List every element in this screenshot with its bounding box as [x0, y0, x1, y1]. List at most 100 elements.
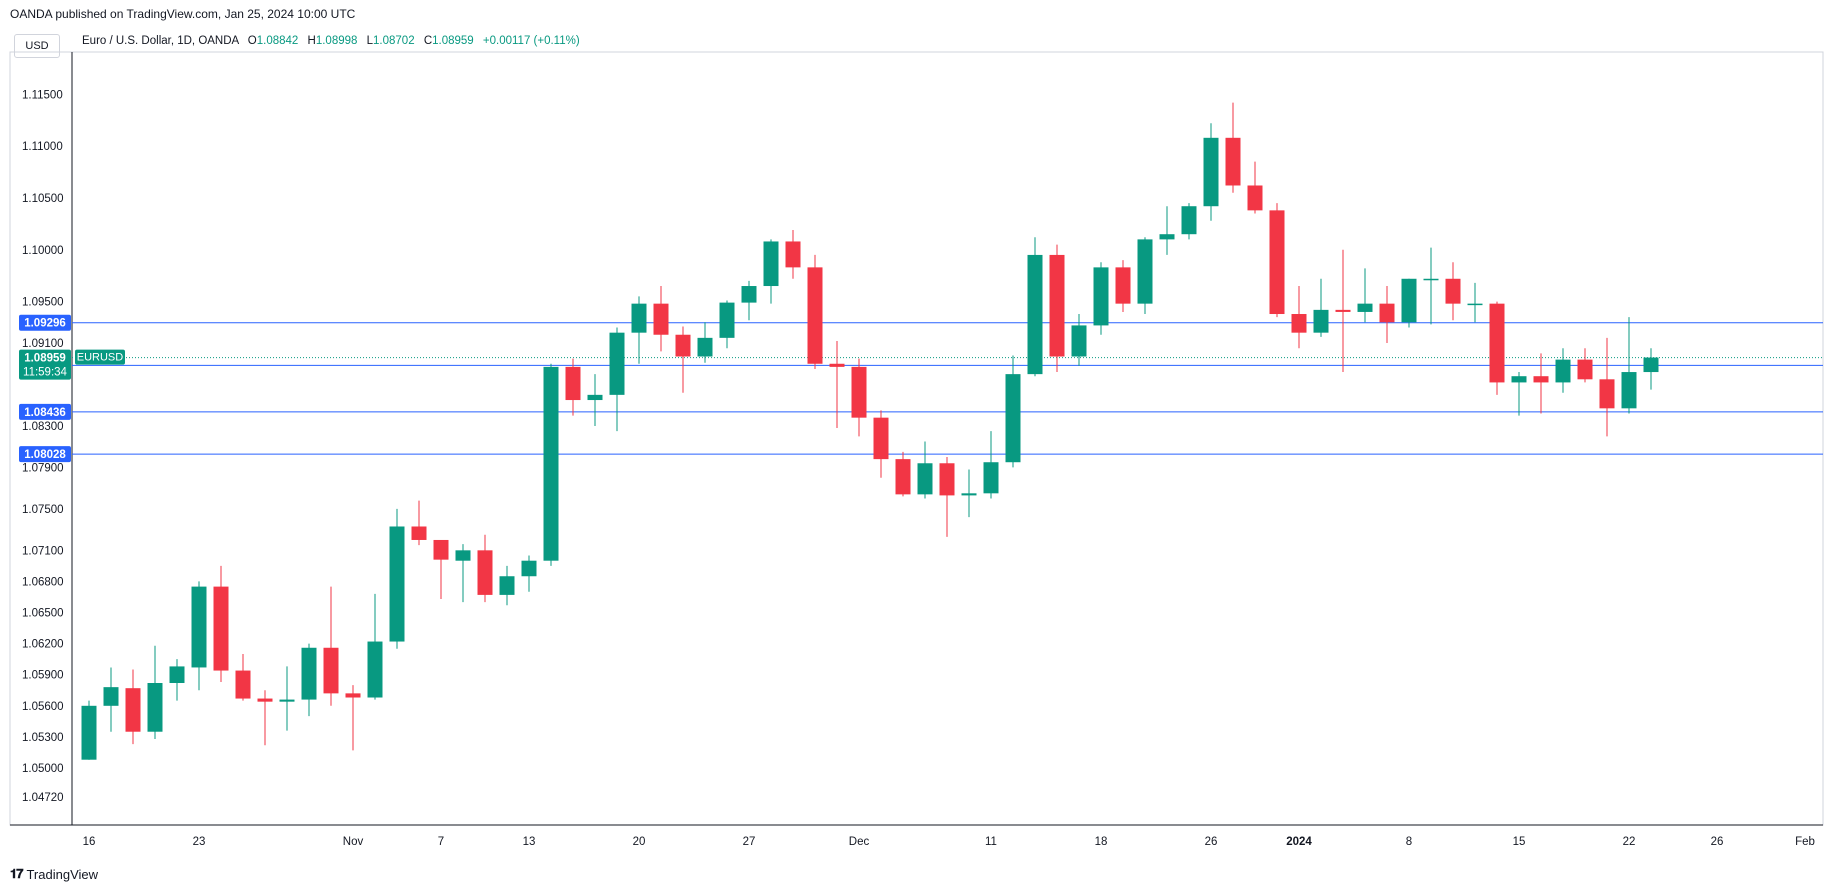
- y-tick-label: 1.08300: [22, 421, 64, 433]
- candle-body-up: [301, 647, 317, 700]
- candle-body-up: [147, 683, 163, 732]
- price-label-box: [19, 403, 71, 420]
- x-tick-label: 20: [633, 836, 646, 848]
- y-tick-label: 1.04720: [22, 792, 64, 804]
- candle-body-up: [917, 463, 933, 495]
- price-label-box: [19, 446, 71, 463]
- y-tick-label: 1.05900: [22, 670, 64, 682]
- candle-body-up: [1159, 234, 1175, 240]
- y-tick-label: 1.09500: [22, 297, 64, 309]
- candle-body-up: [741, 286, 757, 303]
- currency-button[interactable]: USD: [14, 34, 60, 58]
- candle-body-down: [653, 303, 669, 335]
- candle-body-down: [1269, 210, 1285, 315]
- y-tick-label: 1.05600: [22, 701, 64, 713]
- price-label-text: 1.08028: [24, 449, 66, 461]
- x-tick-label: 13: [523, 836, 536, 848]
- x-tick-label: 2024: [1286, 836, 1312, 848]
- x-tick-label: 27: [743, 836, 756, 848]
- candle-body-down: [411, 526, 427, 540]
- candle-body-down: [257, 698, 273, 702]
- x-tick-label: Dec: [849, 836, 870, 848]
- x-tick-label: 26: [1205, 836, 1218, 848]
- candle-body-up: [1071, 325, 1087, 357]
- candle-body-up: [1511, 376, 1527, 383]
- candle-body-up: [1203, 137, 1219, 207]
- x-tick-label: 22: [1623, 836, 1636, 848]
- candle-body-up: [631, 303, 647, 333]
- candle-body-down: [477, 550, 493, 595]
- candle-body-up: [1093, 267, 1109, 326]
- candle-body-down: [433, 539, 449, 560]
- high-label: H: [307, 35, 316, 47]
- tradingview-logo-icon: ⁠𝟏𝟕: [10, 866, 24, 881]
- candle-body-up: [169, 666, 185, 684]
- x-tick-label: 15: [1513, 836, 1526, 848]
- close-label: C: [423, 35, 433, 47]
- candle-body-up: [1357, 303, 1373, 312]
- candle-body-down: [1115, 267, 1131, 304]
- candle-body-up: [1137, 239, 1153, 304]
- symbol-tag-text: EURUSD: [77, 352, 124, 364]
- candle-body-down: [1489, 303, 1505, 383]
- candle-body-up: [763, 241, 779, 287]
- candle-body-up: [1423, 278, 1439, 281]
- candle-body-up: [1313, 309, 1329, 333]
- candle-body-up: [609, 332, 625, 395]
- candle-body-down: [939, 463, 955, 496]
- open-label: O: [247, 35, 257, 47]
- candle-body-down: [1049, 254, 1065, 357]
- y-tick-label: 1.07500: [22, 504, 64, 516]
- candle-body-up: [1401, 278, 1417, 323]
- x-tick-label: 18: [1095, 836, 1108, 848]
- candle-body-down: [1445, 278, 1461, 304]
- candle-body-down: [895, 459, 911, 495]
- candle-body-down: [873, 417, 889, 460]
- tradingview-brand: TradingView: [26, 866, 99, 882]
- price-label-text: 1.08436: [24, 407, 66, 419]
- candle-body-down: [851, 366, 867, 418]
- candle-body-down: [323, 647, 339, 694]
- candle-body-up: [279, 699, 295, 702]
- change-value: +0.00117 (+0.11%): [482, 35, 580, 47]
- symbol-tag-box: [75, 349, 125, 365]
- candle-body-up: [961, 493, 977, 496]
- candle-body-up: [1643, 357, 1659, 373]
- published-caption: OANDA published on TradingView.com, Jan …: [10, 7, 356, 21]
- x-tick-label: 7: [438, 836, 444, 848]
- candle-body-up: [983, 462, 999, 494]
- candle-body-down: [1379, 303, 1395, 323]
- candle-body-up: [367, 641, 383, 698]
- y-tick-label: 1.09100: [22, 338, 64, 350]
- candle-body-down: [1291, 314, 1307, 333]
- open-value: 1.08842: [256, 35, 299, 47]
- chart-legend: Euro / U.S. Dollar, 1D, OANDA O1.08842 H…: [82, 35, 580, 47]
- candle-body-up: [389, 526, 405, 642]
- price-label-text: 1.09296: [24, 318, 66, 330]
- candle-body-up: [191, 586, 207, 668]
- candle-body-up: [521, 560, 537, 577]
- low-value: 1.08702: [373, 35, 415, 47]
- low-label: L: [366, 35, 374, 47]
- candle-body-down: [345, 693, 361, 698]
- y-tick-label: 1.11500: [22, 89, 63, 101]
- candle-body-up: [543, 366, 559, 561]
- y-tick-label: 1.06500: [22, 608, 64, 620]
- x-tick-label: Nov: [343, 836, 364, 848]
- candle-body-down: [675, 334, 691, 357]
- candle-body-down: [1247, 185, 1263, 211]
- y-tick-label: 1.05300: [22, 732, 64, 744]
- candle-body-up: [81, 705, 97, 760]
- symbol-title[interactable]: Euro / U.S. Dollar, 1D, OANDA: [82, 35, 239, 47]
- candle-body-down: [1599, 379, 1615, 409]
- candle-body-down: [829, 363, 845, 367]
- candle-body-up: [1555, 359, 1571, 383]
- candle-body-down: [125, 688, 141, 732]
- x-tick-label: 11: [985, 836, 997, 848]
- y-tick-label: 1.10500: [22, 193, 64, 205]
- tradingview-logo[interactable]: ⁠𝟏𝟕 TradingView: [10, 866, 98, 882]
- candle-body-down: [213, 586, 229, 671]
- candle-body-down: [1335, 309, 1351, 312]
- candle-body-down: [1225, 137, 1241, 186]
